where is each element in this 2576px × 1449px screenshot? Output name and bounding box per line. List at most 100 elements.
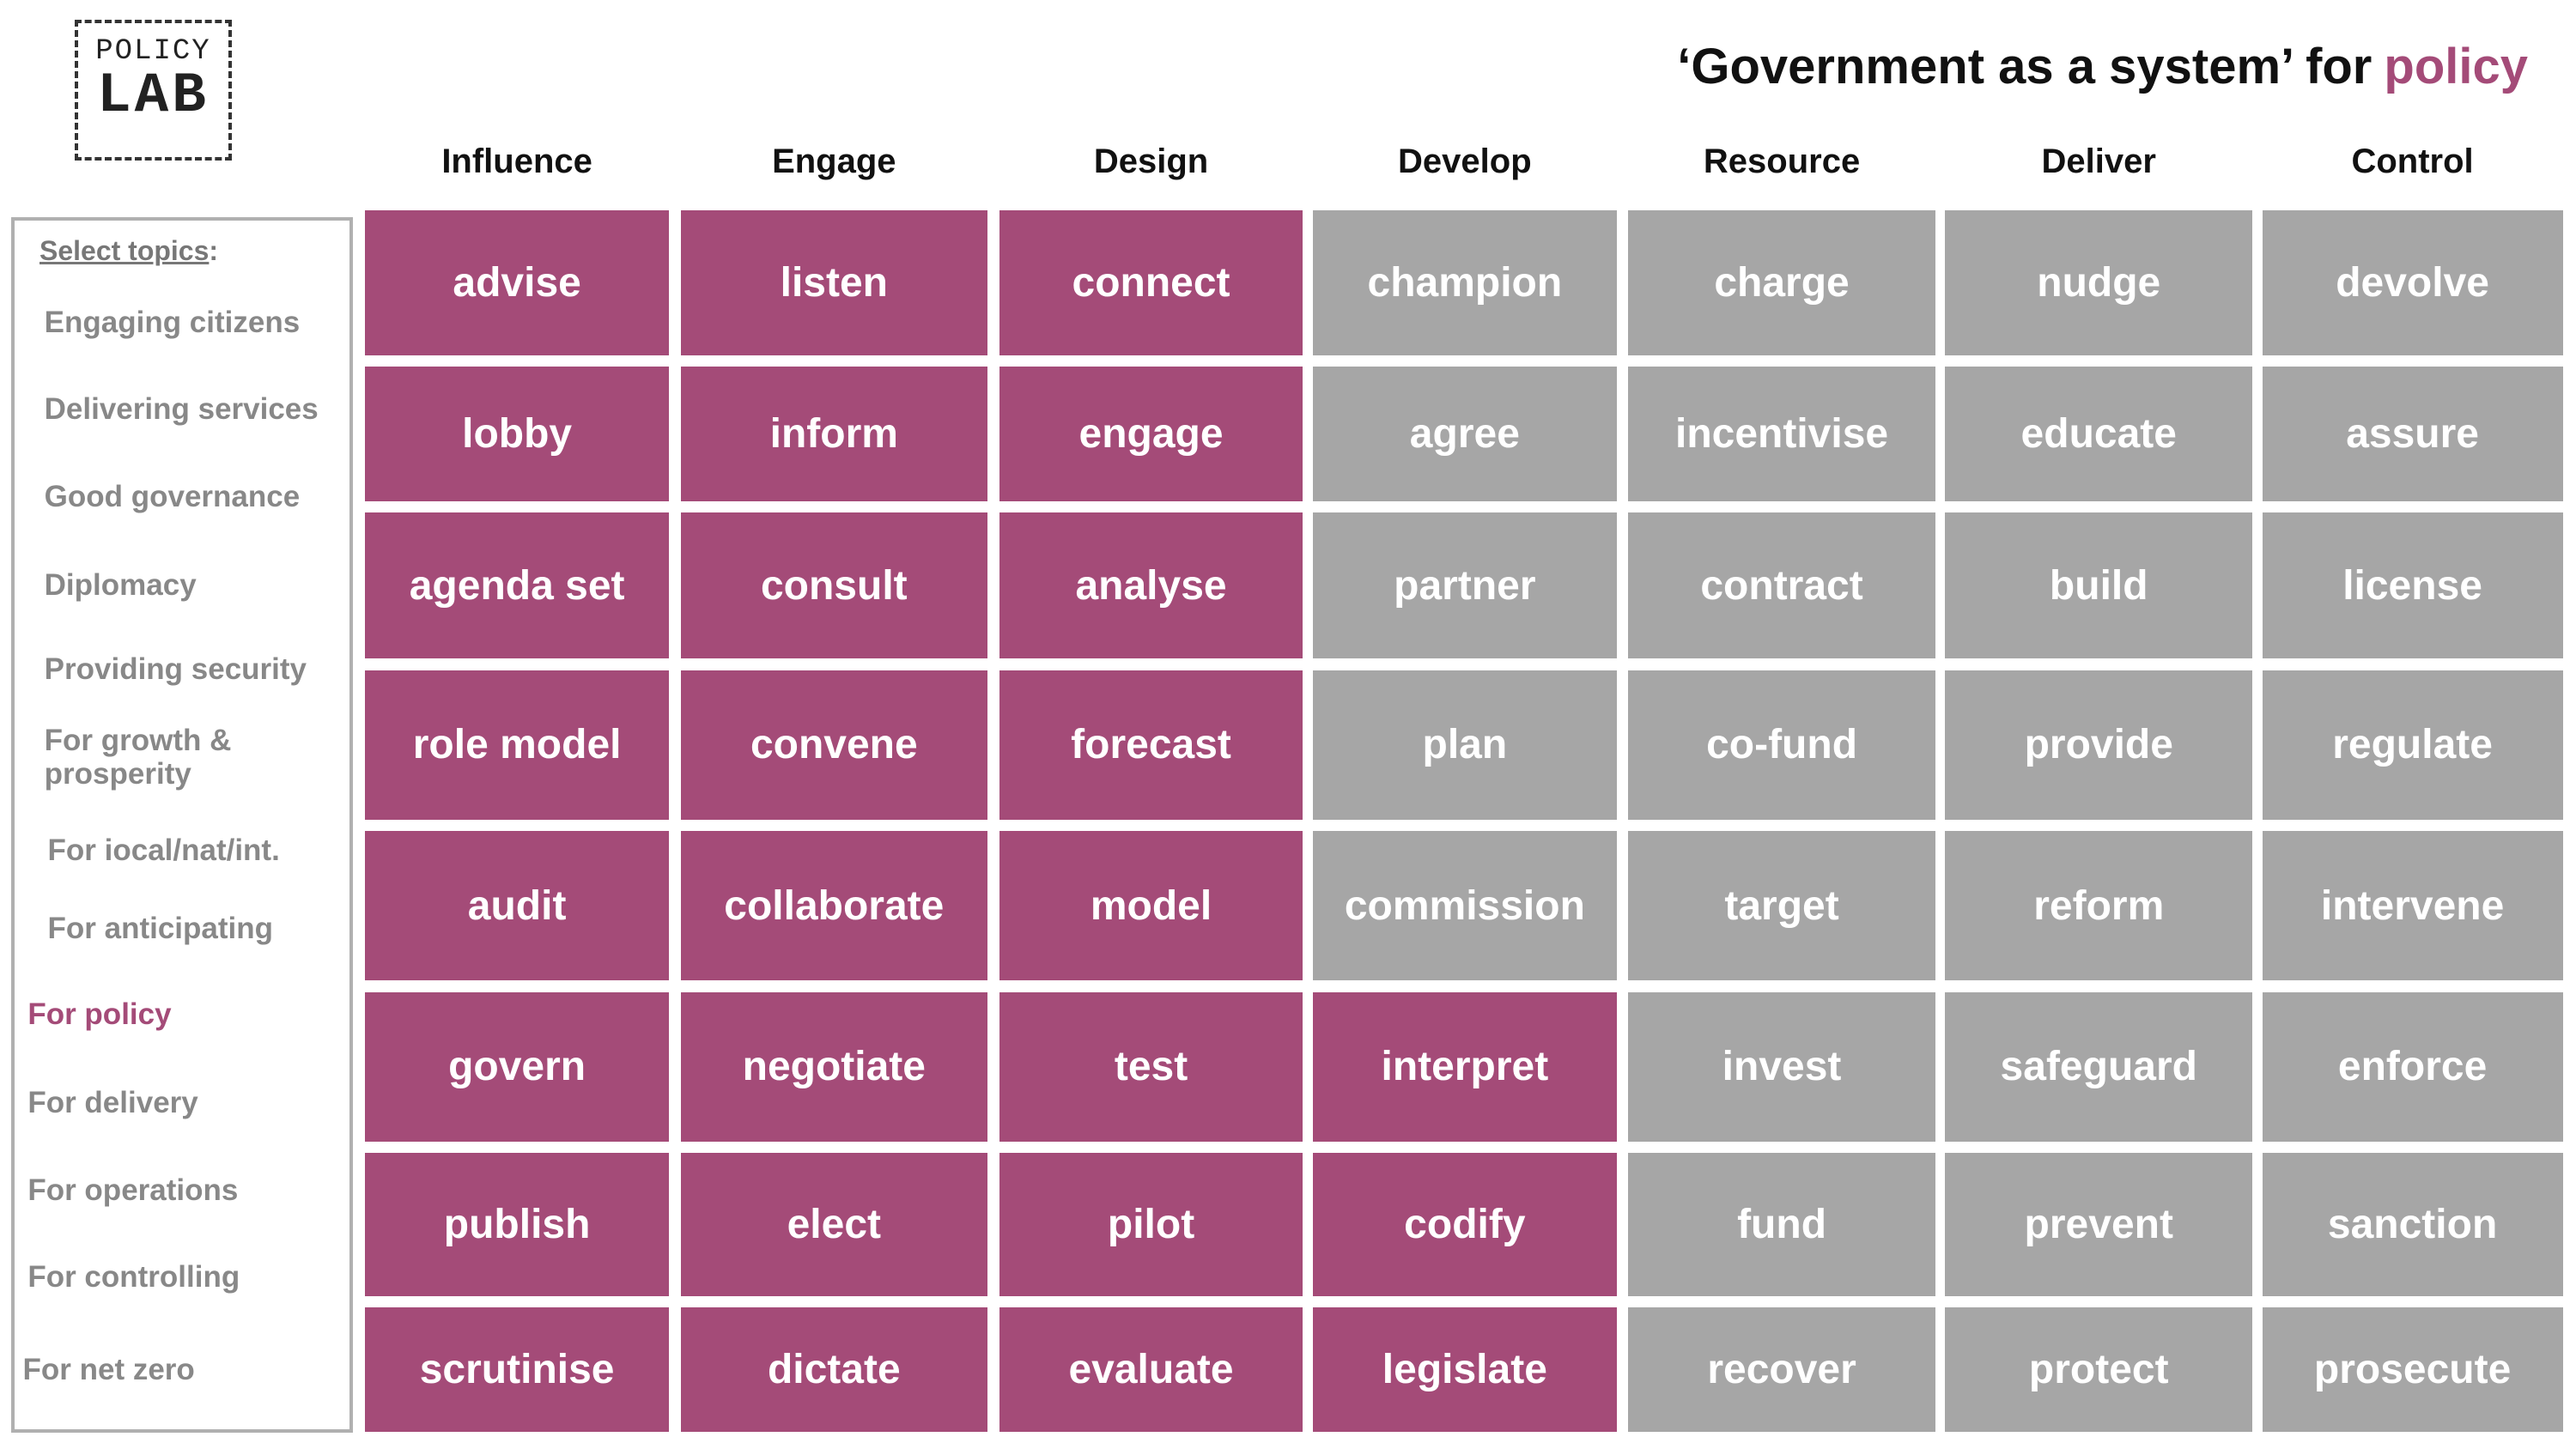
cell-label: intervene: [2320, 882, 2505, 929]
grid-cell[interactable]: intervene: [2262, 831, 2563, 981]
grid-cell[interactable]: partner: [1312, 512, 1617, 659]
grid-cell[interactable]: engage: [999, 367, 1303, 501]
column-header: Design: [1093, 142, 1209, 180]
cell-label: forecast: [1071, 722, 1231, 768]
grid-cell[interactable]: analyse: [999, 512, 1303, 659]
topic-item[interactable]: For operations: [27, 1173, 239, 1208]
cell-label: evaluate: [1068, 1347, 1234, 1393]
grid-cell[interactable]: safeguard: [1945, 991, 2253, 1142]
topic-item[interactable]: Engaging citizens: [44, 306, 301, 340]
grid-cell[interactable]: agree: [1312, 367, 1617, 501]
grid-cell[interactable]: protect: [1945, 1307, 2253, 1433]
grid-cell[interactable]: plan: [1312, 670, 1617, 820]
grid-cell[interactable]: convene: [680, 670, 988, 820]
topic-item[interactable]: Delivering services: [44, 391, 319, 426]
grid-cell[interactable]: prosecute: [2262, 1307, 2563, 1433]
grid-cell[interactable]: codify: [1312, 1153, 1617, 1296]
cell-label: nudge: [2037, 260, 2161, 306]
grid-cell[interactable]: interpret: [1312, 991, 1617, 1142]
grid-cell[interactable]: co-fund: [1628, 670, 1935, 820]
cell-label: commission: [1344, 882, 1585, 929]
title: ‘Government as a system’ for policy: [1677, 38, 2528, 95]
grid-cell[interactable]: regulate: [2262, 670, 2563, 820]
topic-item[interactable]: Providing security: [44, 652, 307, 687]
cell-label: assure: [2346, 410, 2479, 457]
grid-cell[interactable]: elect: [680, 1153, 988, 1296]
grid-cell[interactable]: license: [2262, 512, 2563, 659]
grid-cell[interactable]: contract: [1628, 512, 1935, 659]
grid-cell[interactable]: pilot: [999, 1153, 1303, 1296]
grid-cell[interactable]: evaluate: [999, 1307, 1303, 1433]
column-header: Engage: [772, 142, 896, 180]
cell-label: plan: [1422, 722, 1508, 768]
grid-cell[interactable]: charge: [1628, 210, 1935, 355]
cell-label: target: [1724, 882, 1839, 929]
grid-cell[interactable]: assure: [2262, 367, 2563, 501]
cell-label: recover: [1707, 1347, 1856, 1393]
grid-cell[interactable]: enforce: [2262, 991, 2563, 1142]
grid-cell[interactable]: invest: [1628, 991, 1935, 1142]
grid-cell[interactable]: recover: [1628, 1307, 1935, 1433]
grid-cell[interactable]: legislate: [1312, 1307, 1617, 1433]
cell-label: contract: [1700, 562, 1863, 609]
topic-item[interactable]: For growth & prosperity: [44, 724, 232, 791]
grid-cell[interactable]: govern: [365, 991, 669, 1142]
cell-label: pilot: [1107, 1202, 1195, 1248]
grid-cell[interactable]: role model: [365, 670, 669, 820]
grid-cell[interactable]: negotiate: [680, 991, 988, 1142]
grid-cell[interactable]: forecast: [999, 670, 1303, 820]
grid-cell[interactable]: devolve: [2262, 210, 2563, 355]
grid-cell[interactable]: prevent: [1945, 1153, 2253, 1296]
column-header: Resource: [1703, 142, 1861, 180]
grid-cell[interactable]: commission: [1312, 831, 1617, 981]
cell-label: agenda set: [409, 562, 625, 609]
topic-item[interactable]: For policy: [27, 997, 172, 1032]
topic-item[interactable]: For delivery: [27, 1085, 198, 1119]
grid-cell[interactable]: listen: [680, 210, 988, 355]
cell-label: regulate: [2332, 722, 2493, 768]
grid-cell[interactable]: target: [1628, 831, 1935, 981]
cell-label: protect: [2028, 1347, 2169, 1393]
grid-cell[interactable]: inform: [680, 367, 988, 501]
grid-cell[interactable]: collaborate: [680, 831, 988, 981]
grid-cell[interactable]: scrutinise: [365, 1307, 669, 1433]
grid-cell[interactable]: consult: [680, 512, 988, 659]
grid-cell[interactable]: fund: [1628, 1153, 1935, 1296]
cell-label: fund: [1737, 1202, 1827, 1248]
grid-cell[interactable]: nudge: [1945, 210, 2253, 355]
grid-cell[interactable]: reform: [1945, 831, 2253, 981]
column-header: Deliver: [2041, 142, 2156, 180]
grid-cell[interactable]: publish: [365, 1153, 669, 1296]
grid-cell[interactable]: model: [999, 831, 1303, 981]
topic-item[interactable]: Diplomacy: [44, 567, 197, 602]
grid-cell[interactable]: incentivise: [1628, 367, 1935, 501]
grid-cell[interactable]: build: [1945, 512, 2253, 659]
grid-cell[interactable]: champion: [1312, 210, 1617, 355]
cell-label: sanction: [2327, 1202, 2498, 1248]
grid-cell[interactable]: provide: [1945, 670, 2253, 820]
topic-item[interactable]: Good governance: [44, 480, 301, 514]
cell-label: license: [2342, 562, 2482, 609]
grid-cell[interactable]: advise: [365, 210, 669, 355]
cell-label: inform: [769, 410, 898, 457]
cell-label: build: [2049, 562, 2148, 609]
topic-item[interactable]: For anticipating: [47, 911, 274, 945]
cell-label: engage: [1078, 410, 1224, 457]
grid-cell[interactable]: lobby: [365, 367, 669, 501]
grid-cell[interactable]: agenda set: [365, 512, 669, 659]
grid-cell[interactable]: audit: [365, 831, 669, 981]
cell-label: role model: [412, 722, 622, 768]
topic-item[interactable]: For controlling: [27, 1259, 240, 1294]
title-highlight: policy: [2384, 39, 2528, 94]
grid-cell[interactable]: dictate: [680, 1307, 988, 1433]
grid-cell[interactable]: sanction: [2262, 1153, 2563, 1296]
grid-cell[interactable]: connect: [999, 210, 1303, 355]
cell-label: prosecute: [2313, 1347, 2512, 1393]
grid-cell[interactable]: educate: [1945, 367, 2253, 501]
cell-label: prevent: [2024, 1202, 2173, 1248]
column-header: Control: [2351, 142, 2474, 180]
topic-item[interactable]: For net zero: [22, 1353, 195, 1387]
cell-label: test: [1114, 1044, 1188, 1090]
grid-cell[interactable]: test: [999, 991, 1303, 1142]
topic-item[interactable]: For iocal/nat/int.: [47, 834, 280, 868]
